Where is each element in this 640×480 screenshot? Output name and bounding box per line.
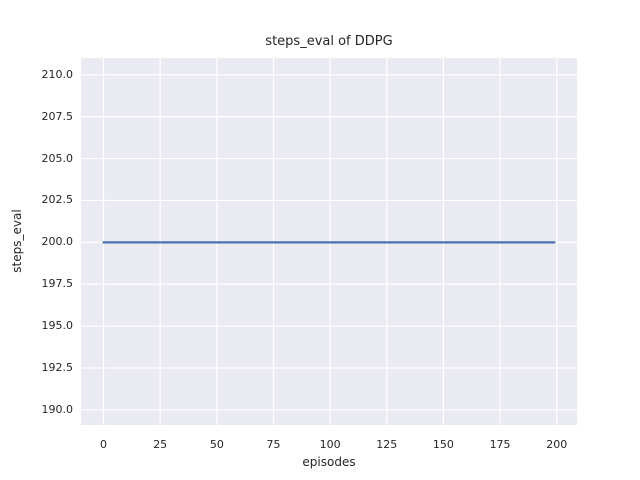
x-tick-label: 25 (153, 438, 168, 451)
y-tick-label: 197.5 (41, 277, 74, 291)
y-tick-label: 192.5 (41, 361, 74, 375)
chart-title: steps_eval of DDPG (265, 34, 393, 49)
x-tick-label: 200 (546, 438, 568, 451)
x-tick-label: 0 (100, 438, 108, 451)
y-tick-label: 202.5 (41, 193, 74, 207)
x-tick-label: 75 (266, 438, 281, 451)
x-tick-label: 125 (376, 438, 398, 451)
x-tick-label: 150 (432, 438, 454, 451)
y-tick-label: 190.0 (41, 402, 74, 416)
x-axis-label: episodes (302, 455, 356, 469)
x-tick-label: 50 (209, 438, 224, 451)
x-tick-label: 100 (319, 438, 341, 451)
y-tick-label: 195.0 (41, 319, 74, 333)
y-tick-label: 210.0 (41, 67, 74, 81)
y-tick-label: 200.0 (41, 235, 74, 249)
y-tick-label: 205.0 (41, 151, 74, 165)
y-tick-label: 207.5 (41, 109, 74, 123)
x-tick-label: 175 (489, 438, 511, 451)
